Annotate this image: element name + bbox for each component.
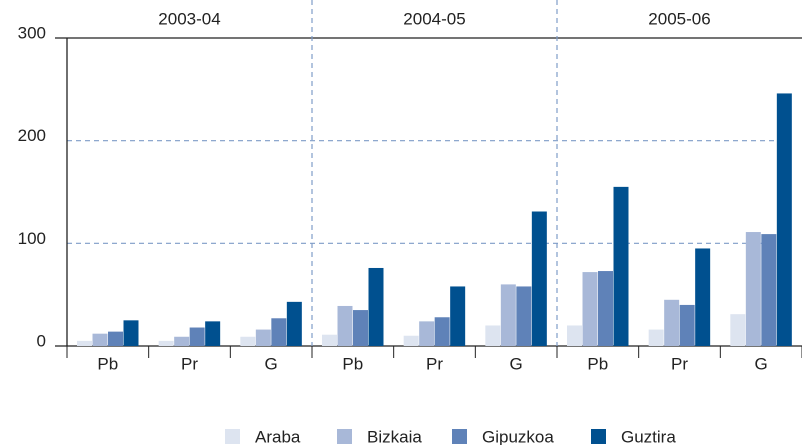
- bar: [255, 329, 271, 346]
- bar: [189, 327, 205, 346]
- bar: [123, 320, 139, 346]
- legend-label: Araba: [255, 427, 301, 445]
- group-label: 2003-04: [158, 9, 220, 28]
- bar: [485, 325, 501, 346]
- bar: [353, 310, 368, 346]
- bar: [516, 286, 532, 346]
- bar: [776, 93, 792, 346]
- bar: [108, 331, 123, 346]
- bar: [205, 321, 221, 346]
- y-tick-label: 0: [37, 331, 46, 350]
- bar: [761, 234, 777, 346]
- x-tick-label: G: [510, 354, 523, 373]
- y-tick-label: 200: [18, 126, 46, 145]
- legend-swatch: [452, 429, 467, 444]
- legend-label: Guztira: [621, 427, 676, 445]
- x-tick-label: Pr: [181, 354, 198, 373]
- bar: [679, 304, 695, 346]
- bar: [158, 340, 174, 346]
- bar: [92, 333, 108, 346]
- x-tick-label: Pr: [671, 354, 688, 373]
- group-label: 2004-05: [403, 9, 465, 28]
- bar: [286, 301, 302, 346]
- legend-swatch: [337, 429, 352, 444]
- bar: [730, 314, 746, 346]
- bar: [695, 248, 711, 346]
- bar: [322, 334, 337, 346]
- bar: [582, 272, 598, 346]
- bar: [598, 271, 613, 346]
- legend-label: Bizkaia: [367, 427, 422, 445]
- group-label: 2005-06: [648, 9, 710, 28]
- y-tick-label: 300: [18, 23, 46, 42]
- x-tick-label: Pb: [97, 354, 118, 373]
- bar: [419, 321, 435, 346]
- bar: [174, 336, 190, 346]
- bar: [567, 325, 582, 346]
- legend-swatch: [225, 429, 240, 444]
- bar: [77, 340, 92, 346]
- bar: [450, 286, 466, 346]
- bar: [745, 232, 761, 346]
- y-tick-label: 100: [18, 229, 46, 248]
- x-tick-label: Pr: [426, 354, 443, 373]
- bar: [648, 329, 664, 346]
- legend-swatch: [591, 429, 606, 444]
- x-tick-label: Pb: [342, 354, 363, 373]
- bar: [337, 305, 353, 346]
- bar: [434, 317, 450, 346]
- x-tick-label: G: [265, 354, 278, 373]
- x-tick-label: Pb: [587, 354, 608, 373]
- bar: [403, 335, 419, 346]
- bar: [500, 284, 516, 346]
- x-tick-label: G: [755, 354, 768, 373]
- legend-label: Gipuzkoa: [482, 427, 554, 445]
- bar: [613, 186, 629, 346]
- bar: [531, 211, 547, 346]
- bar: [368, 267, 384, 346]
- bar: [664, 299, 680, 346]
- bar: [271, 318, 287, 346]
- bar: [240, 336, 256, 346]
